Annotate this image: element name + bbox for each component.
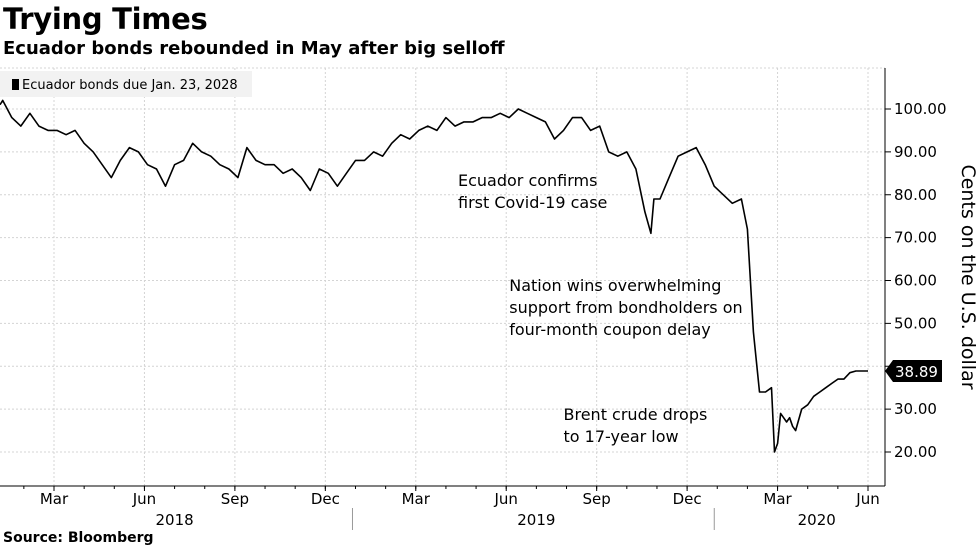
y-tick-label: 70.00 bbox=[894, 229, 937, 247]
x-tick-label: Jun bbox=[132, 490, 156, 508]
annotation-text: to 17-year low bbox=[564, 427, 679, 446]
annotation-text: Brent crude drops bbox=[564, 405, 708, 424]
annotation-text: support from bondholders on bbox=[509, 298, 742, 317]
x-tick-label: Mar bbox=[763, 490, 792, 508]
chart-subtitle: Ecuador bonds rebounded in May after big… bbox=[3, 38, 505, 59]
annotation-text: Nation wins overwhelming bbox=[509, 276, 721, 295]
x-axis: Mar Jun Sep Dec Mar Jun Sep Dec Mar Jun 2018 2019 20… bbox=[0, 485, 885, 529]
source-note: Source: Bloomberg bbox=[3, 530, 154, 546]
y-tick-label: 80.00 bbox=[894, 186, 937, 204]
annotation-text: first Covid-19 case bbox=[458, 193, 607, 212]
series-line bbox=[0, 99, 868, 453]
x-tick-label: Dec bbox=[673, 490, 702, 508]
annotations: Ecuador confirms first Covid-19 case Natio… bbox=[458, 171, 743, 446]
x-tick-label: Mar bbox=[402, 490, 431, 508]
x-tick-label: Mar bbox=[40, 490, 69, 508]
y-tick-label: 60.00 bbox=[894, 272, 937, 290]
year-label: 2018 bbox=[155, 511, 193, 529]
y-axis-label: Cents on the U.S. dollar bbox=[957, 164, 977, 389]
y-tick-label: 100.00 bbox=[894, 100, 947, 118]
legend-label: Ecuador bonds due Jan. 23, 2028 bbox=[22, 78, 238, 93]
x-tick-label: Sep bbox=[221, 490, 249, 508]
y-tick-label: 30.00 bbox=[894, 400, 937, 418]
x-tick-label: Jun bbox=[494, 490, 518, 508]
y-axis-ticks: 20.0030.0040.0050.0060.0070.0080.0090.00… bbox=[884, 68, 947, 486]
last-value-marker bbox=[885, 360, 942, 383]
x-tick-label: Jun bbox=[855, 490, 879, 508]
y-tick-label: 50.00 bbox=[894, 314, 937, 332]
gridlines bbox=[0, 67, 885, 486]
annotation-text: Ecuador confirms bbox=[458, 171, 597, 190]
legend-background bbox=[0, 71, 252, 97]
series-ecuador-bonds bbox=[0, 99, 868, 453]
year-label: 2020 bbox=[798, 511, 836, 529]
legend-swatch bbox=[12, 79, 19, 90]
annotation-text: four-month coupon delay bbox=[509, 320, 711, 339]
last-value-tag: 38.89 bbox=[885, 360, 942, 383]
legend: Ecuador bonds due Jan. 23, 2028 bbox=[0, 71, 252, 97]
x-tick-label: Sep bbox=[583, 490, 611, 508]
x-tick-label: Dec bbox=[311, 490, 340, 508]
y-tick-label: 20.00 bbox=[894, 443, 937, 461]
chart-title: Trying Times bbox=[3, 2, 208, 36]
last-value-label: 38.89 bbox=[895, 363, 938, 381]
y-tick-label: 90.00 bbox=[894, 143, 937, 161]
year-label: 2019 bbox=[517, 511, 555, 529]
year-separators bbox=[351, 508, 715, 530]
